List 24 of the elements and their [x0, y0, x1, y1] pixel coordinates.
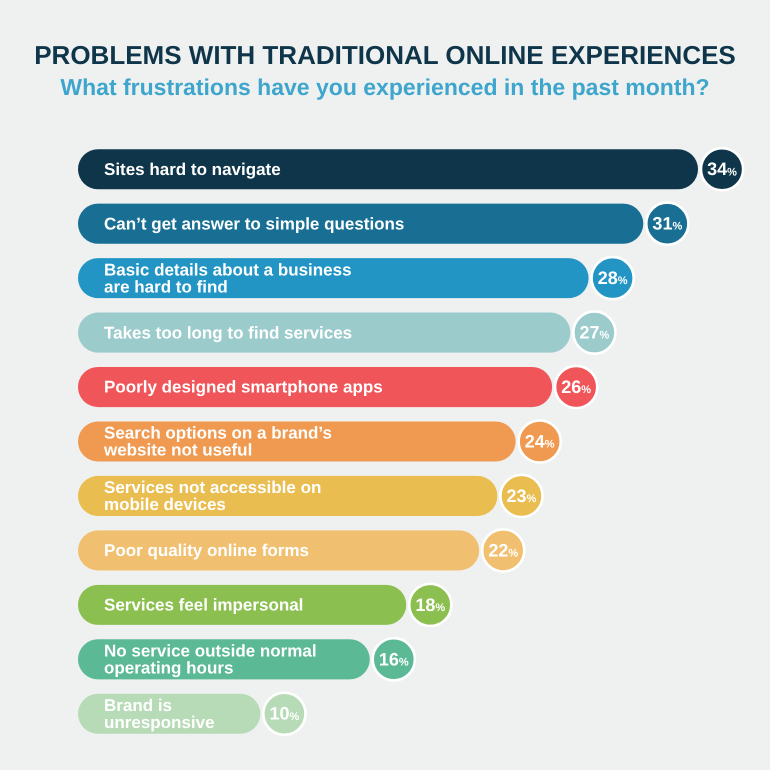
y-tick-label: Brand is unresponsive: [104, 696, 215, 732]
data-label: 22%: [488, 540, 518, 560]
y-tick-label: Sites hard to navigate: [104, 160, 281, 179]
data-label: 24%: [524, 431, 555, 452]
y-tick-label: Search options on a brand’s website not useful: [103, 424, 332, 460]
y-tick-label: Basic details about a business are hard to find: [104, 260, 352, 296]
data-label: 34%: [707, 159, 738, 180]
data-label: 16%: [378, 649, 409, 670]
data-label: 31%: [652, 214, 682, 234]
chart-subtitle: What frustrations have you experienced in the past month?: [59, 73, 711, 101]
data-label: 26%: [561, 377, 592, 398]
y-tick-label: Services feel impersonal: [104, 596, 304, 615]
data-label: 23%: [506, 486, 537, 506]
y-tick-label: No service outside normal operating hours: [104, 642, 317, 678]
chart-title: PROBLEMS WITH TRADITIONAL ONLINE EXPERIENCES: [33, 39, 737, 71]
y-tick-label: Can’t get answer to simple questions: [104, 214, 404, 234]
data-label: 27%: [579, 322, 610, 343]
data-label: 18%: [415, 594, 446, 615]
y-tick-label: Poor quality online forms: [104, 541, 309, 560]
data-label: 10%: [269, 704, 300, 724]
y-tick-label: Services not accessible on mobile devices: [104, 478, 322, 514]
data-label: 28%: [598, 268, 628, 288]
y-tick-label: Takes too long to find services: [104, 323, 352, 342]
y-tick-label: Poorly designed smartphone apps: [104, 378, 383, 397]
